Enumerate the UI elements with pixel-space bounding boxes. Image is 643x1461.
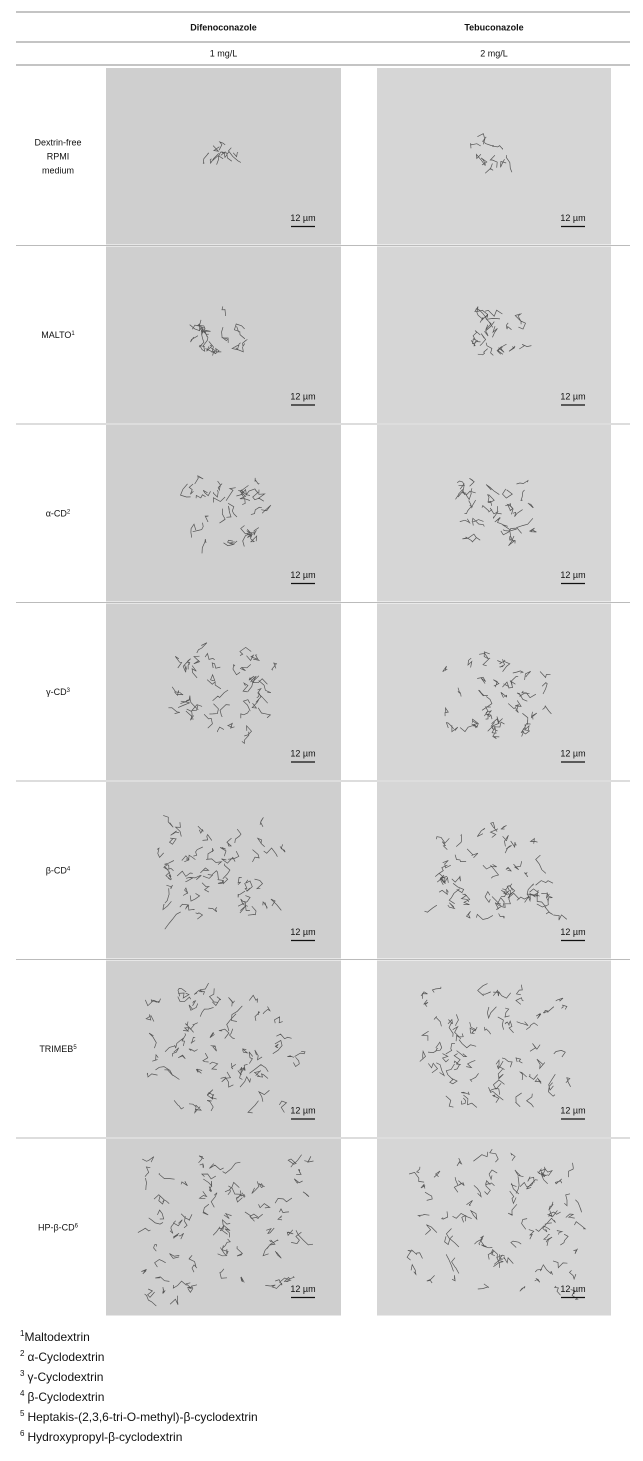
- superscript: 5: [73, 1044, 77, 1050]
- concentration: 1 mg/L: [210, 48, 238, 58]
- row-label-line: medium: [42, 166, 74, 176]
- footnote-marker: 3: [20, 1369, 25, 1378]
- footnote-text: α-Cyclodextrin: [27, 1350, 104, 1364]
- row-label: TRIMEB5: [39, 1044, 77, 1054]
- scale-bar-label: 12 µm: [290, 1284, 315, 1294]
- column-header: Tebuconazole: [464, 22, 523, 32]
- scale-bar-label: 12 µm: [560, 391, 585, 401]
- column-header: Difenoconazole: [190, 22, 257, 32]
- scale-bar-label: 12 µm: [560, 1284, 585, 1294]
- row-label-line: RPMI: [47, 152, 70, 162]
- row-label-line: γ-CD: [46, 687, 67, 697]
- row-label-line: α-CD: [46, 509, 68, 519]
- scale-bar-label: 12 µm: [560, 927, 585, 937]
- footnote-marker: 6: [20, 1429, 25, 1438]
- row-label-line: Dextrin-free: [34, 138, 81, 148]
- superscript: 1: [71, 330, 75, 336]
- row-label: MALTO1: [41, 330, 75, 340]
- scale-bar-label: 12 µm: [290, 570, 315, 580]
- scale-bar-label: 12 µm: [560, 570, 585, 580]
- figure: Difenoconazole 1 mg/L Tebuconazole 2 mg/L De…: [0, 0, 643, 1456]
- row-label-line: MALTO: [41, 330, 71, 340]
- footnote-marker: 2: [20, 1349, 25, 1358]
- superscript: 4: [67, 866, 71, 872]
- superscript: 3: [67, 687, 71, 693]
- superscript: 2: [67, 509, 71, 515]
- scale-bar-label: 12 µm: [560, 1105, 585, 1115]
- footnote-text: Heptakis-(2,3,6-tri-O-methyl)-β-cyclodex…: [27, 1410, 257, 1424]
- row-label-line: HP-β-CD: [38, 1223, 75, 1233]
- scale-bar-label: 12 µm: [290, 927, 315, 937]
- row-label-line: β-CD: [46, 866, 68, 876]
- scale-bar-label: 12 µm: [560, 213, 585, 223]
- footnote: 1Maltodextrin: [20, 1329, 90, 1345]
- concentration: 2 mg/L: [480, 48, 508, 58]
- scale-bar-label: 12 µm: [290, 748, 315, 758]
- footnote-marker: 4: [20, 1389, 25, 1398]
- row-label: γ-CD3: [46, 687, 71, 697]
- row-label: β-CD4: [46, 866, 71, 876]
- scale-bar-label: 12 µm: [290, 391, 315, 401]
- scale-bar-label: 12 µm: [290, 213, 315, 223]
- footnote-text: Maltodextrin: [24, 1330, 89, 1344]
- footnote-text: γ-Cyclodextrin: [27, 1370, 103, 1384]
- row-label: Dextrin-free RPMI medium: [34, 138, 81, 176]
- scale-bar-label: 12 µm: [560, 748, 585, 758]
- scale-bar-label: 12 µm: [290, 1105, 315, 1115]
- superscript: 6: [75, 1223, 79, 1229]
- row-label: HP-β-CD6: [38, 1223, 79, 1233]
- footnote-marker: 5: [20, 1409, 25, 1418]
- row-label: α-CD2: [46, 509, 71, 519]
- footnote-text: Hydroxypropyl-β-cyclodextrin: [27, 1430, 182, 1444]
- footnote-text: β-Cyclodextrin: [27, 1390, 104, 1404]
- row-label-line: TRIMEB: [39, 1044, 73, 1054]
